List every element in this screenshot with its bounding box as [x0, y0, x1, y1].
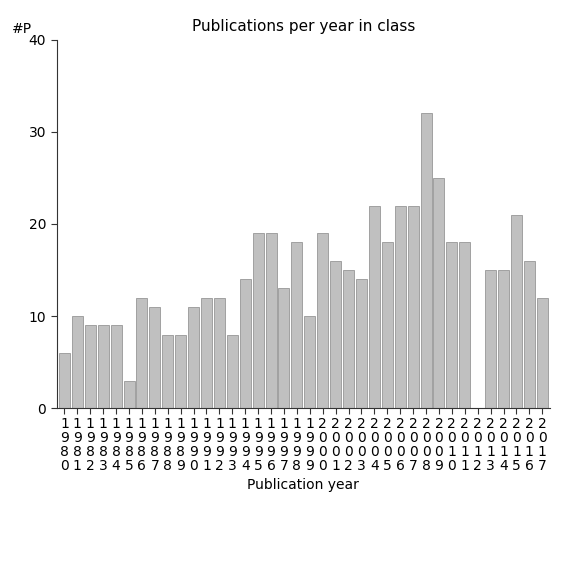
Bar [240, 279, 251, 408]
Bar [317, 233, 328, 408]
Title: Publications per year in class: Publications per year in class [192, 19, 415, 35]
Bar [124, 380, 134, 408]
X-axis label: Publication year: Publication year [247, 478, 359, 492]
Bar [214, 298, 225, 408]
Bar [188, 307, 199, 408]
Bar [356, 279, 367, 408]
Bar [201, 298, 212, 408]
Bar [253, 233, 264, 408]
Bar [330, 261, 341, 408]
Bar [265, 233, 277, 408]
Bar [537, 298, 548, 408]
Bar [227, 335, 238, 408]
Bar [111, 325, 121, 408]
Bar [59, 353, 70, 408]
Bar [137, 298, 147, 408]
Bar [446, 242, 458, 408]
Bar [382, 242, 393, 408]
Bar [369, 205, 380, 408]
Bar [459, 242, 470, 408]
Bar [85, 325, 96, 408]
Bar [524, 261, 535, 408]
Text: #P: #P [12, 22, 32, 36]
Bar [72, 316, 83, 408]
Bar [98, 325, 109, 408]
Bar [175, 335, 186, 408]
Bar [304, 316, 315, 408]
Bar [278, 289, 290, 408]
Bar [162, 335, 174, 408]
Bar [149, 307, 160, 408]
Bar [485, 270, 496, 408]
Bar [291, 242, 302, 408]
Bar [395, 205, 405, 408]
Bar [511, 215, 522, 408]
Bar [433, 178, 445, 408]
Bar [408, 205, 418, 408]
Bar [343, 270, 354, 408]
Bar [421, 113, 431, 408]
Bar [498, 270, 509, 408]
